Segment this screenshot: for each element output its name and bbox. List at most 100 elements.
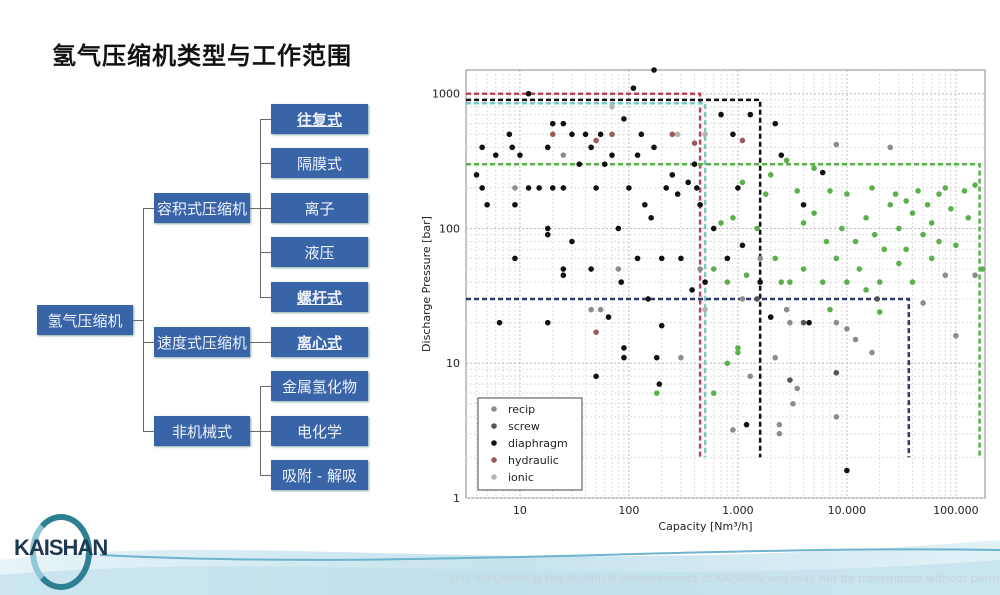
- data-point: [833, 141, 840, 148]
- data-point: [920, 300, 926, 306]
- node-label: 速度式压缩机: [156, 333, 247, 352]
- data-point: [544, 319, 551, 326]
- data-point: [739, 242, 746, 249]
- data-point: [512, 255, 518, 262]
- data-point: [739, 296, 746, 302]
- data-point: [517, 152, 523, 158]
- data-point: [772, 354, 779, 361]
- data-point: [783, 306, 790, 313]
- data-point: [776, 421, 783, 428]
- data-point: [560, 120, 567, 127]
- data-point: [869, 185, 875, 191]
- data-point: [621, 116, 627, 122]
- x-tick-label: 100.000: [933, 504, 979, 517]
- data-point: [730, 427, 736, 433]
- data-point: [979, 266, 986, 272]
- data-point: [694, 185, 700, 191]
- data-point: [735, 345, 741, 351]
- data-point: [560, 152, 567, 158]
- data-point: [767, 172, 774, 178]
- y-axis-label: Discharge Pressure [bar]: [420, 216, 433, 352]
- data-point: [638, 131, 645, 138]
- tree-type-node: 往复式: [271, 104, 368, 134]
- data-point: [544, 225, 551, 232]
- legend-label: hydraulic: [508, 454, 559, 467]
- data-point: [560, 185, 567, 191]
- legend-marker: [491, 457, 497, 463]
- legend-label: diaphragm: [508, 437, 568, 450]
- data-point: [896, 225, 902, 232]
- data-point: [702, 279, 708, 285]
- data-point: [844, 326, 850, 332]
- data-point: [479, 185, 485, 191]
- data-point: [874, 296, 881, 302]
- connector-line: [250, 342, 271, 343]
- data-point: [806, 319, 812, 326]
- node-label: 容积式压缩机: [156, 199, 247, 218]
- data-point: [876, 309, 883, 315]
- tree-type-node: 金属氢化物: [271, 371, 368, 401]
- kaishan-logo-ring: [30, 514, 92, 590]
- data-point: [724, 360, 731, 367]
- y-tick-label: 1: [453, 492, 460, 505]
- node-label: 隔膜式: [296, 154, 342, 173]
- data-point: [588, 306, 594, 313]
- data-point: [689, 287, 695, 293]
- data-point: [948, 205, 954, 212]
- connector-line: [250, 208, 260, 209]
- data-point: [656, 381, 663, 387]
- data-point: [626, 185, 632, 191]
- data-point: [881, 246, 888, 253]
- data-point: [942, 272, 949, 279]
- data-point: [811, 165, 817, 172]
- data-point: [778, 279, 785, 285]
- data-point: [743, 272, 750, 279]
- data-point: [787, 279, 793, 285]
- data-point: [658, 322, 665, 329]
- data-point: [509, 144, 516, 151]
- data-point: [833, 319, 840, 326]
- data-point: [691, 161, 698, 167]
- data-point: [903, 198, 909, 204]
- data-point: [593, 185, 599, 191]
- data-point: [658, 255, 665, 262]
- data-point: [549, 131, 556, 138]
- data-point: [588, 144, 594, 151]
- tree-type-node: 离心式: [271, 327, 368, 357]
- y-tick-label: 10: [446, 357, 460, 370]
- tree-root-node: 氢气压缩机: [37, 305, 133, 335]
- x-axis-label: Capacity [Nm³/h]: [658, 520, 752, 532]
- data-point: [473, 172, 480, 178]
- data-point: [718, 220, 724, 226]
- data-point: [496, 319, 503, 326]
- data-point: [735, 185, 741, 191]
- data-point: [691, 140, 698, 146]
- data-point: [621, 345, 627, 351]
- legend-label: ionic: [508, 471, 534, 484]
- x-tick-label: 1.000: [722, 504, 754, 517]
- data-point: [492, 152, 499, 158]
- data-point: [844, 191, 850, 197]
- connector-line: [260, 386, 271, 387]
- data-point: [953, 242, 959, 249]
- data-point: [871, 231, 878, 238]
- data-point: [790, 401, 796, 407]
- data-point: [525, 90, 532, 97]
- data-point: [601, 161, 608, 167]
- data-point: [787, 377, 793, 383]
- data-point: [863, 287, 869, 293]
- data-point: [936, 191, 942, 197]
- tree-category-node: 容积式压缩机: [154, 193, 250, 223]
- data-point: [618, 279, 625, 285]
- data-point: [844, 467, 850, 474]
- legend-marker: [491, 474, 497, 480]
- connector-line: [260, 252, 271, 253]
- data-point: [484, 201, 490, 208]
- connector-line: [143, 208, 144, 431]
- data-point: [876, 279, 883, 285]
- data-point: [772, 255, 779, 262]
- data-point: [839, 225, 845, 232]
- data-point: [800, 201, 807, 208]
- data-point: [827, 306, 833, 313]
- data-point: [669, 131, 676, 138]
